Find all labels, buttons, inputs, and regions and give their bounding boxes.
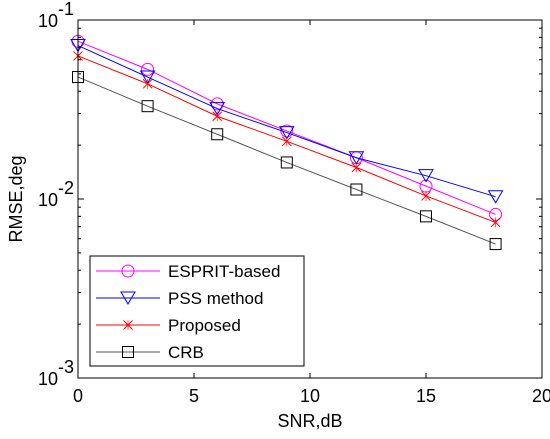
- data-point: [278, 126, 295, 140]
- y-tick-label-exponent: -1: [58, 0, 74, 19]
- data-point: [421, 190, 431, 201]
- x-tick-label: 0: [73, 386, 83, 406]
- x-tick-label: 10: [300, 386, 320, 406]
- data-point: [348, 151, 365, 165]
- data-point: [418, 169, 434, 183]
- data-point: [487, 190, 504, 204]
- legend-entry-crb: CRB: [96, 343, 204, 362]
- y-tick-label-base: 10: [38, 190, 58, 210]
- y-tick-label-exponent: -2: [58, 178, 74, 198]
- data-point: [351, 162, 362, 173]
- data-point: [139, 70, 156, 85]
- data-point: [489, 238, 502, 251]
- data-point: [281, 136, 292, 147]
- legend: ESPRIT-based PSS method Proposed CRB: [89, 255, 305, 367]
- x-axis-label: SNR,dB: [277, 411, 342, 431]
- series-line: [77, 76, 496, 245]
- data-point: [490, 217, 501, 228]
- data-point: [420, 210, 432, 223]
- y-axis-label: RMSE,deg: [6, 155, 26, 242]
- data-point: [141, 100, 154, 113]
- series-pss-method: [70, 39, 504, 204]
- data-point: [141, 62, 155, 76]
- y-tick-label-base: 10: [38, 369, 58, 389]
- series-line: [77, 40, 496, 215]
- data-point: [212, 111, 223, 122]
- legend-label: CRB: [168, 343, 204, 362]
- x-tick-label: 5: [189, 386, 199, 406]
- legend-box: [89, 255, 305, 367]
- data-point: [350, 183, 363, 196]
- series-crb: [72, 71, 502, 251]
- legend-label: ESPRIT-based: [168, 262, 280, 281]
- data-point: [209, 102, 226, 116]
- series-line: [77, 45, 496, 198]
- legend-marker: [122, 346, 134, 358]
- x-tick-label: 15: [416, 386, 436, 406]
- legend-marker: [120, 291, 136, 305]
- y-tick-label-exponent: -3: [58, 357, 74, 377]
- legend-entry-proposed: Proposed: [96, 316, 241, 335]
- legend-entry-pss-method: PSS method: [96, 289, 263, 308]
- legend-label: PSS method: [168, 289, 263, 308]
- legend-entry-esprit-based: ESPRIT-based: [96, 262, 280, 281]
- legend-marker: [121, 264, 135, 278]
- legend-label: Proposed: [168, 316, 241, 335]
- y-tick-label-base: 10: [38, 11, 58, 31]
- data-point: [211, 128, 224, 141]
- legend-marker: [123, 320, 133, 330]
- data-point: [280, 156, 293, 169]
- x-tick-label: 20: [532, 386, 550, 406]
- data-point: [142, 78, 153, 89]
